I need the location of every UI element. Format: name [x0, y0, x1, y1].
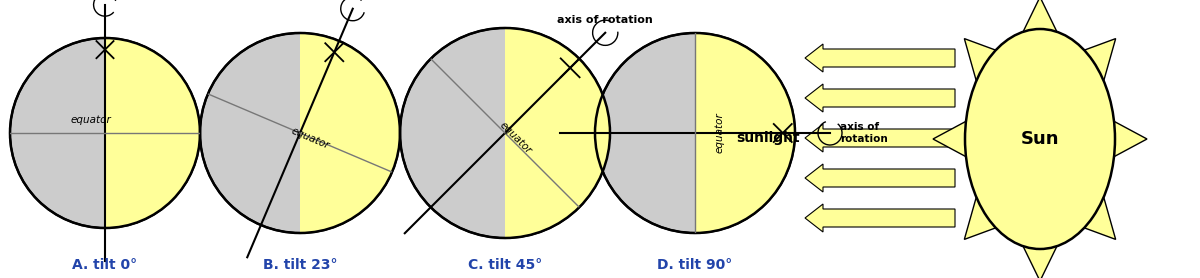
Text: B. tilt 23°: B. tilt 23° [263, 258, 337, 272]
Polygon shape [505, 28, 610, 238]
Text: equator: equator [71, 115, 112, 125]
FancyArrow shape [805, 164, 955, 192]
Circle shape [10, 38, 200, 228]
Polygon shape [934, 117, 974, 161]
Circle shape [400, 28, 610, 238]
FancyArrow shape [805, 44, 955, 72]
Text: axis of rotation: axis of rotation [557, 15, 653, 25]
FancyArrow shape [805, 204, 955, 232]
Polygon shape [1072, 39, 1116, 86]
Ellipse shape [965, 29, 1115, 249]
Polygon shape [106, 38, 200, 228]
Polygon shape [965, 39, 1009, 86]
Text: axis of rotation: axis of rotation [305, 0, 401, 1]
Polygon shape [1018, 0, 1062, 42]
Polygon shape [695, 33, 794, 233]
Text: equator: equator [498, 120, 534, 156]
Polygon shape [1018, 236, 1062, 278]
Text: sunlight: sunlight [737, 131, 800, 145]
Text: Sun: Sun [1021, 130, 1060, 148]
Text: axis of
rotation: axis of rotation [840, 122, 888, 144]
Text: A. tilt 0°: A. tilt 0° [72, 258, 138, 272]
Text: equator: equator [715, 113, 725, 153]
Polygon shape [1072, 192, 1116, 239]
Text: equator: equator [289, 125, 331, 151]
Text: C. tilt 45°: C. tilt 45° [468, 258, 542, 272]
Polygon shape [1106, 117, 1147, 161]
Polygon shape [965, 192, 1009, 239]
FancyArrow shape [805, 124, 955, 152]
Text: D. tilt 90°: D. tilt 90° [658, 258, 733, 272]
FancyArrow shape [805, 84, 955, 112]
Circle shape [200, 33, 400, 233]
Circle shape [595, 33, 796, 233]
Polygon shape [300, 33, 400, 233]
